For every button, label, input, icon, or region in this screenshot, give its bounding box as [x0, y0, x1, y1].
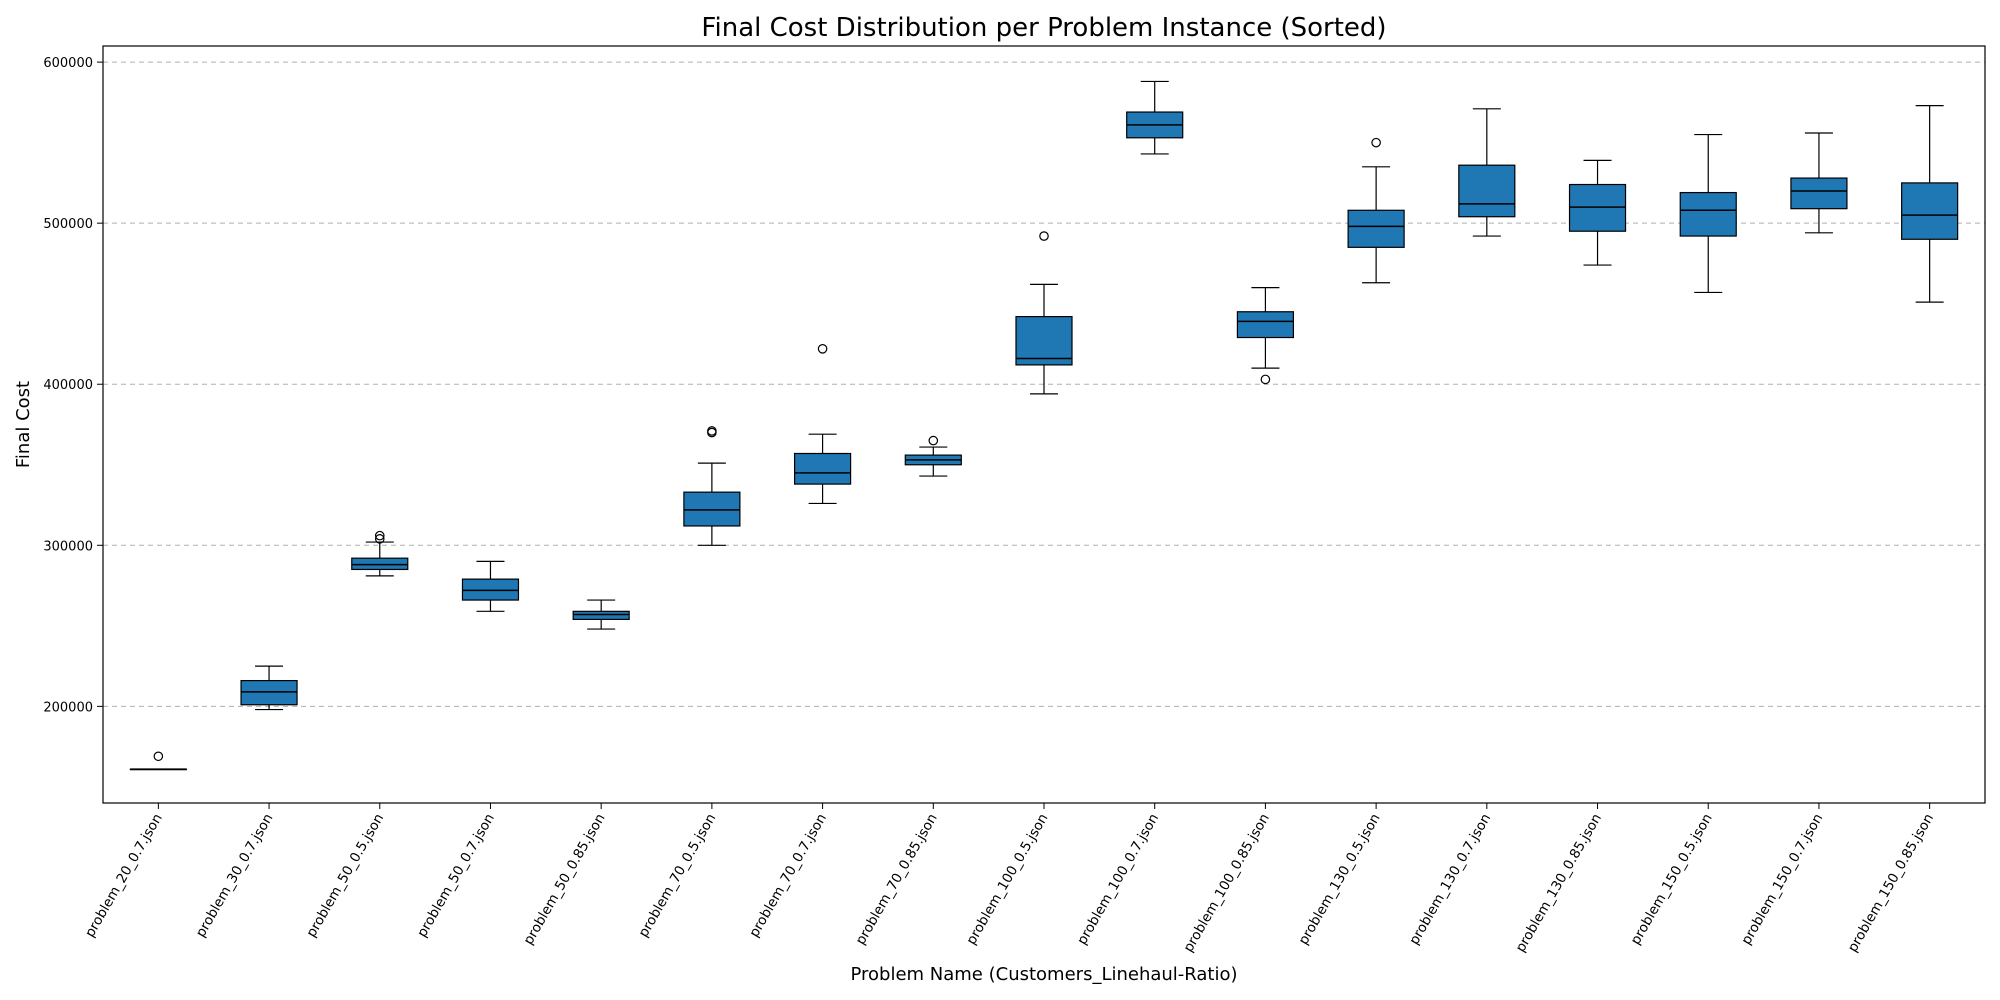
box [1236, 311, 1295, 339]
box [1015, 315, 1073, 366]
x-tick-label: problem_150_0.7.json [1738, 811, 1826, 948]
box [240, 679, 298, 706]
box-group [793, 343, 852, 505]
x-tick-label: problem_50_0.5.json [303, 811, 387, 940]
box [351, 557, 409, 571]
box-group [240, 665, 298, 711]
box-group [1347, 137, 1405, 284]
box [1790, 177, 1848, 210]
box-group [572, 599, 630, 630]
x-tick-label: problem_100_0.7.json [1074, 811, 1162, 948]
outlier-point [374, 530, 385, 541]
plot-frame [102, 45, 1986, 804]
box [1568, 183, 1627, 232]
outlier-point [928, 435, 939, 446]
x-tick-label: problem_130_0.7.json [1406, 811, 1494, 948]
x-tick-label: problem_70_0.7.json [746, 811, 830, 940]
outlier-point [1371, 137, 1381, 148]
box [1458, 164, 1516, 218]
box-group [1015, 231, 1073, 395]
box-group [1126, 80, 1184, 155]
box-group [683, 426, 741, 546]
box-group [1679, 133, 1737, 294]
y-tick-label: 500000 [43, 217, 93, 232]
box-group [1568, 159, 1627, 266]
x-tick-label: problem_50_0.7.json [414, 811, 498, 940]
box-group [351, 530, 409, 577]
box-group [461, 560, 520, 612]
x-axis-label: Problem Name (Customers_Linehaul-Ratio) [850, 964, 1237, 985]
box [572, 610, 630, 620]
box-group [129, 751, 187, 771]
y-axis-label: Final Cost [13, 381, 34, 468]
x-tick-label: problem_30_0.7.json [193, 811, 277, 940]
x-axis-ticks: problem_20_0.7.json problem_30_0.7.json pr… [82, 803, 1937, 955]
x-tick-label: problem_70_0.5.json [636, 811, 720, 940]
box-group [904, 435, 962, 477]
y-tick-label: 200000 [43, 700, 93, 715]
y-tick-label: 300000 [43, 539, 93, 554]
x-tick-label: problem_70_0.85.json [853, 811, 941, 948]
box-group [1901, 104, 1959, 303]
y-axis-ticks: 200000 300000 400000 500000 600000 [43, 56, 103, 715]
outlier-point [1260, 374, 1271, 385]
box [1347, 209, 1405, 248]
box-group [1790, 132, 1848, 234]
outlier-point [1039, 231, 1049, 241]
y-tick-label: 600000 [43, 56, 93, 71]
x-tick-label: problem_130_0.85.json [1513, 811, 1605, 955]
outlier-point [153, 751, 164, 762]
y-tick-label: 400000 [43, 378, 93, 393]
x-tick-label: problem_100_0.5.json [963, 811, 1051, 948]
outlier-point [374, 534, 385, 544]
box [793, 452, 852, 485]
chart-title: Final Cost Distribution per Problem Inst… [701, 13, 1386, 43]
x-tick-label: problem_100_0.85.json [1180, 811, 1272, 955]
box [1679, 191, 1737, 237]
x-tick-label: problem_150_0.85.json [1845, 811, 1937, 955]
x-tick-label: problem_20_0.7.json [82, 811, 166, 940]
boxes [129, 80, 1959, 771]
box [461, 578, 520, 601]
outlier-point [707, 426, 717, 436]
x-tick-label: problem_150_0.5.json [1628, 811, 1716, 948]
outlier-point [817, 343, 828, 354]
box [683, 491, 741, 527]
x-tick-label: problem_50_0.85.json [521, 811, 609, 948]
box-group [1236, 286, 1295, 385]
x-tick-label: problem_130_0.5.json [1295, 811, 1383, 948]
box [1901, 182, 1959, 240]
box-group [1458, 108, 1516, 237]
